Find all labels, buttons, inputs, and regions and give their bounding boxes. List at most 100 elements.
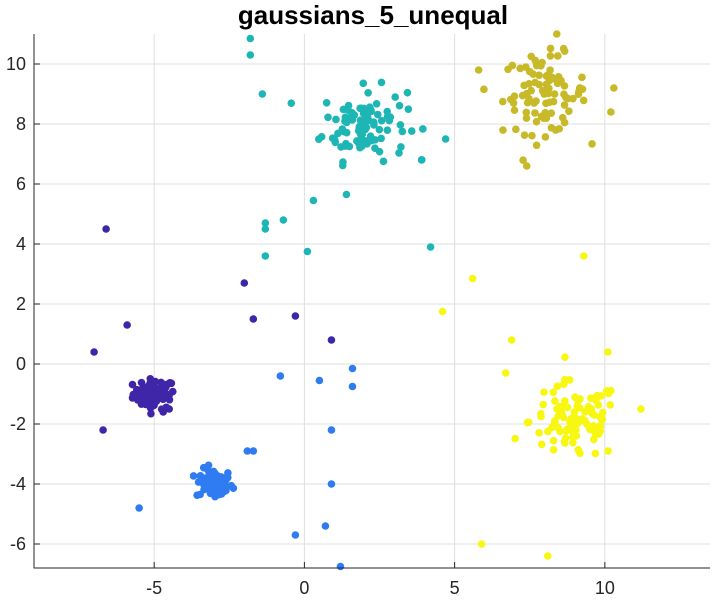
data-point [522, 162, 531, 170]
data-point [604, 447, 612, 455]
data-point [417, 156, 426, 164]
data-point [596, 422, 605, 431]
data-point [519, 156, 527, 164]
data-point [522, 63, 530, 71]
data-point [364, 88, 372, 97]
data-point [570, 408, 579, 416]
data-point [511, 434, 519, 443]
data-point [567, 423, 575, 432]
data-point [403, 88, 412, 97]
data-point [203, 483, 211, 491]
data-point [395, 101, 404, 110]
data-point [560, 47, 569, 56]
data-point [276, 372, 285, 380]
data-point [328, 134, 337, 143]
data-point [342, 118, 351, 127]
data-point [607, 108, 615, 116]
data-point [590, 435, 598, 444]
data-point [510, 106, 519, 115]
data-point [578, 415, 586, 423]
data-point [569, 94, 577, 103]
data-point [551, 397, 559, 405]
data-point [576, 395, 584, 403]
data-point [90, 348, 98, 356]
data-point [588, 140, 596, 148]
data-point [224, 469, 232, 477]
data-point [581, 408, 589, 416]
data-point [539, 400, 548, 409]
data-point [610, 84, 618, 92]
series-3 [474, 30, 618, 170]
data-point [594, 401, 603, 409]
y-axis-ticks: -6 -4 -2 0 2 4 6 8 10 [6, 54, 40, 554]
data-point [166, 378, 174, 387]
data-point [291, 312, 300, 320]
data-point [375, 125, 384, 134]
data-point [342, 190, 351, 199]
data-point [547, 109, 556, 118]
data-point [560, 101, 569, 109]
data-point [261, 225, 270, 233]
data-point [336, 562, 345, 571]
data-point [507, 95, 515, 104]
data-point [327, 480, 336, 488]
data-point [537, 440, 546, 449]
data-point [545, 76, 554, 85]
data-point [523, 418, 532, 427]
data-point [532, 117, 541, 126]
data-point [287, 99, 296, 108]
data-point [279, 216, 288, 224]
data-point [532, 141, 541, 150]
data-point [344, 106, 353, 115]
data-point [527, 52, 536, 61]
data-point [528, 131, 536, 140]
data-point [531, 78, 539, 87]
x-tick-label: 0 [299, 578, 309, 598]
data-point [549, 445, 558, 454]
data-point [198, 478, 206, 486]
data-point [604, 348, 612, 356]
data-point [535, 429, 543, 437]
data-point [549, 436, 558, 445]
data-point [535, 71, 543, 80]
data-point [546, 66, 554, 74]
data-point [575, 404, 584, 412]
data-point [348, 364, 357, 373]
data-point [309, 196, 318, 205]
data-point [543, 552, 552, 560]
data-point [196, 472, 205, 480]
data-point [345, 142, 354, 151]
data-point [499, 126, 507, 134]
data-point [379, 157, 388, 166]
data-point [553, 405, 561, 413]
data-point [140, 399, 149, 407]
data-point [383, 107, 392, 116]
data-point [426, 243, 435, 251]
y-tick-label: 0 [16, 354, 26, 374]
data-point [525, 80, 533, 88]
data-point [597, 392, 605, 400]
data-point [553, 382, 562, 391]
data-point [504, 65, 512, 74]
data-point [377, 134, 385, 143]
data-point [604, 389, 613, 398]
data-point [214, 487, 223, 495]
data-point [518, 91, 527, 100]
data-point [594, 430, 603, 438]
data-point [135, 504, 143, 512]
data-point [151, 377, 160, 386]
data-point [560, 82, 569, 90]
data-point [441, 135, 450, 143]
series-1 [135, 364, 357, 571]
data-point [249, 315, 258, 323]
data-point [407, 127, 416, 135]
x-tick-label: 10 [595, 578, 615, 598]
x-axis-ticks: -5 0 5 10 [146, 562, 615, 598]
data-point [377, 78, 386, 87]
data-point [404, 105, 413, 114]
data-point [160, 391, 168, 400]
series-0 [90, 225, 336, 434]
data-point [550, 417, 559, 425]
data-point [337, 143, 345, 151]
